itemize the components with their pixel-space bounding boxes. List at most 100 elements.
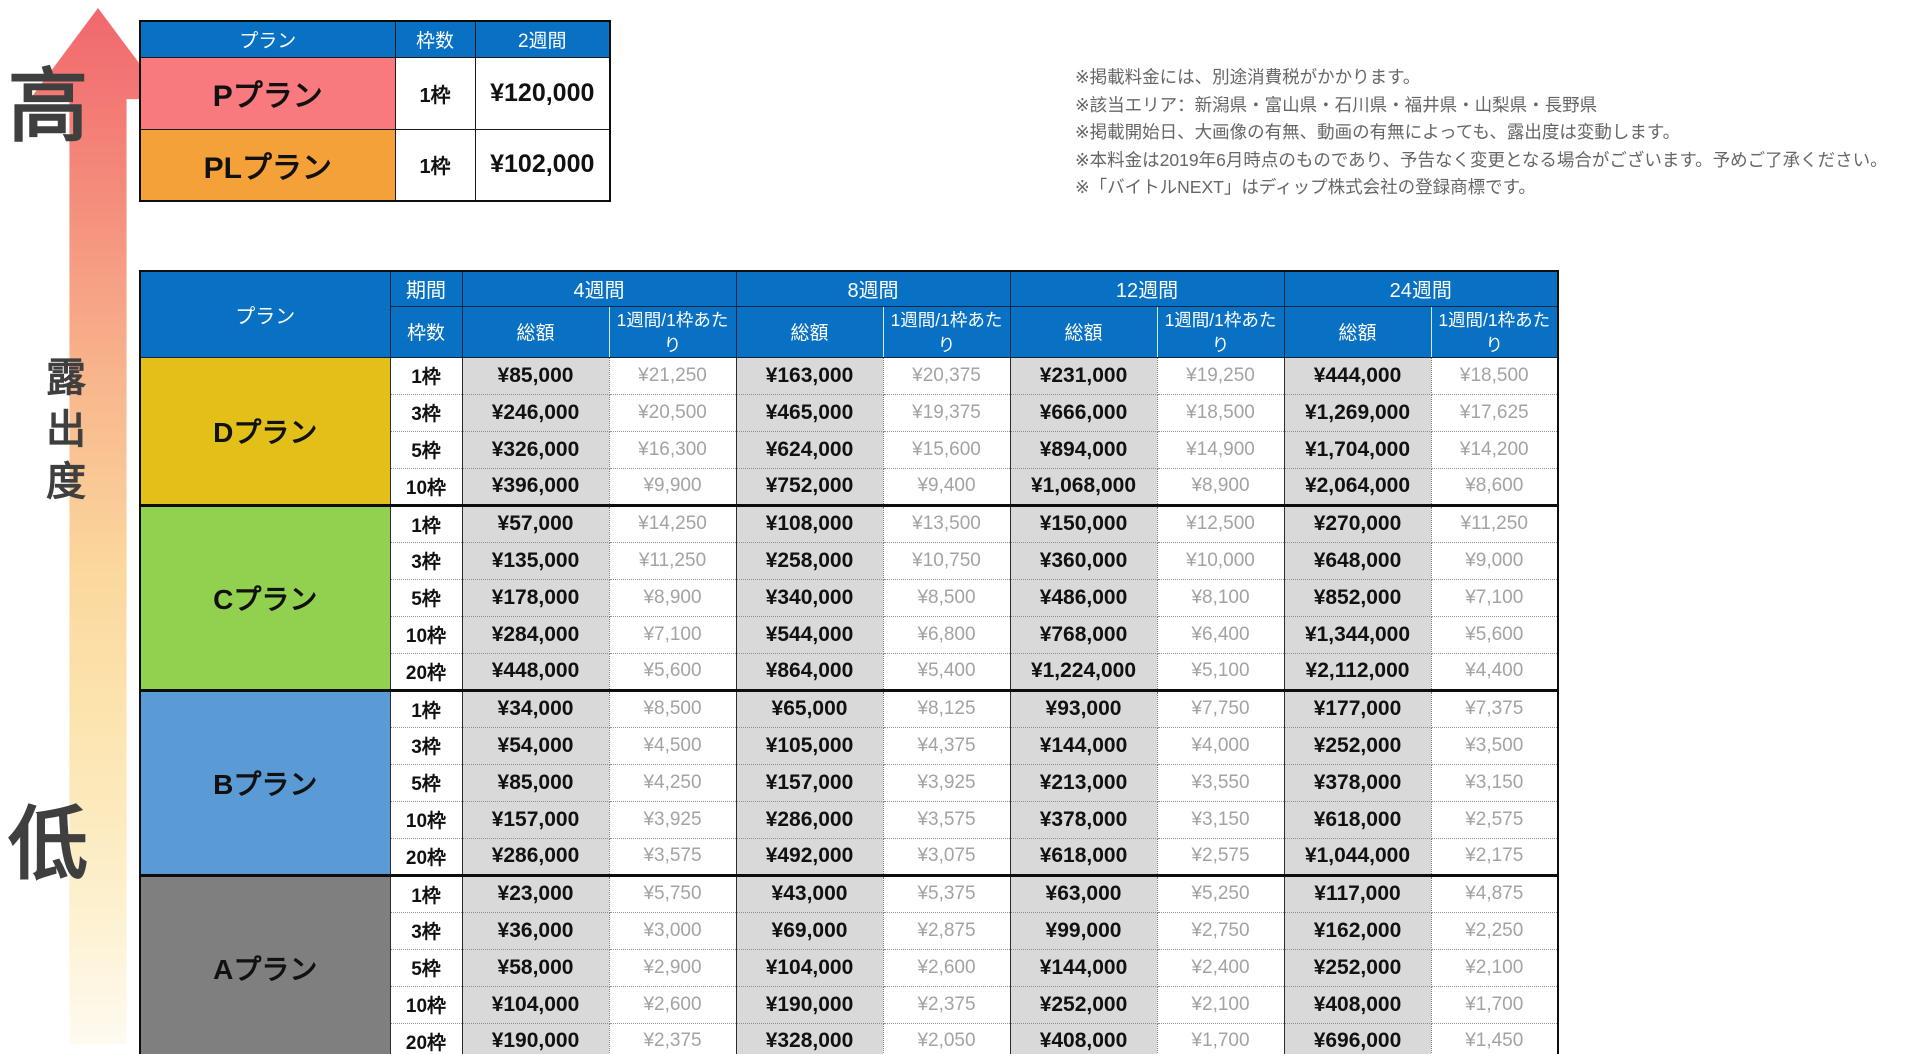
price-row: Dプラン 1枠 ¥85,000 ¥21,250 ¥163,000 ¥20,375 ¥231,… — [140, 357, 1559, 507]
per-week-price-cell: ¥2,375 — [883, 986, 1011, 1024]
price-row: 3枠 ¥246,000 ¥20,500 ¥465,000 ¥19,375 ¥666,000… — [140, 394, 1559, 432]
per-week-price-cell: ¥8,900 — [1157, 468, 1285, 507]
price-row: 20枠 ¥190,000 ¥2,375 ¥328,000 ¥2,050 ¥408,000 ¥… — [140, 1023, 1559, 1054]
per-week-price-cell: ¥3,925 — [609, 801, 737, 839]
slots-cell: 1枠 — [390, 505, 463, 543]
total-price-cell: ¥2,112,000 — [1284, 653, 1432, 692]
per-week-price-cell: ¥2,600 — [609, 986, 737, 1024]
slots-cell: 10枠 — [390, 986, 463, 1024]
total-price-cell: ¥544,000 — [736, 616, 884, 654]
total-price-cell: ¥396,000 — [462, 468, 610, 507]
per-week-price-cell: ¥8,500 — [609, 690, 737, 728]
total-price-cell: ¥408,000 — [1010, 1023, 1158, 1054]
total-price-cell: ¥1,224,000 — [1010, 653, 1158, 692]
total-price-cell: ¥150,000 — [1010, 505, 1158, 543]
total-price-cell: ¥108,000 — [736, 505, 884, 543]
per-week-price-cell: ¥2,250 — [1431, 912, 1559, 950]
premium-price-cell: ¥102,000 — [474, 128, 611, 202]
per-week-price-cell: ¥2,175 — [1431, 838, 1559, 877]
total-price-cell: ¥57,000 — [462, 505, 610, 543]
slots-cell: 20枠 — [390, 653, 463, 692]
per-week-column-header: 1週間/1枠あたり — [1156, 305, 1285, 358]
slots-header: 枠数 — [389, 305, 463, 358]
per-week-price-cell: ¥13,500 — [883, 505, 1011, 543]
slots-cell: 10枠 — [390, 801, 463, 839]
total-price-cell: ¥104,000 — [736, 949, 884, 987]
total-price-cell: ¥258,000 — [736, 542, 884, 580]
total-price-cell: ¥618,000 — [1284, 801, 1432, 839]
total-price-cell: ¥448,000 — [462, 653, 610, 692]
per-week-price-cell: ¥2,575 — [1431, 801, 1559, 839]
slots-cell: 1枠 — [390, 690, 463, 728]
total-price-cell: ¥213,000 — [1010, 764, 1158, 802]
note-line: ※掲載開始日、大画像の有無、動画の有無によっても、露出度は変動します。 — [1075, 122, 1681, 142]
total-column-header: 総額 — [1009, 305, 1158, 358]
total-price-cell: ¥284,000 — [462, 616, 610, 654]
per-week-price-cell: ¥20,375 — [883, 357, 1011, 395]
total-price-cell: ¥252,000 — [1284, 727, 1432, 765]
per-week-price-cell: ¥4,400 — [1431, 653, 1559, 692]
premium-table-row: Pプラン 1枠 ¥120,000 — [139, 56, 611, 130]
premium-plan-cell: Pプラン — [139, 56, 396, 130]
price-row: 20枠 ¥448,000 ¥5,600 ¥864,000 ¥5,400 ¥1,224,00… — [140, 653, 1559, 692]
total-price-cell: ¥326,000 — [462, 431, 610, 469]
slots-cell: 10枠 — [390, 616, 463, 654]
per-week-price-cell: ¥15,600 — [883, 431, 1011, 469]
slots-cell: 5枠 — [390, 431, 463, 469]
total-price-cell: ¥492,000 — [736, 838, 884, 877]
total-price-cell: ¥486,000 — [1010, 579, 1158, 617]
per-week-price-cell: ¥3,500 — [1431, 727, 1559, 765]
per-week-price-cell: ¥2,050 — [883, 1023, 1011, 1054]
per-week-price-cell: ¥5,600 — [609, 653, 737, 692]
per-week-price-cell: ¥19,250 — [1157, 357, 1285, 395]
note-line: ※該当エリア：新潟県・富山県・石川県・福井県・山梨県・長野県 — [1075, 94, 1598, 115]
per-week-price-cell: ¥9,400 — [883, 468, 1011, 507]
premium-slots-column-header: 枠数 — [394, 20, 476, 58]
per-week-price-cell: ¥17,625 — [1431, 394, 1559, 432]
slots-cell: 3枠 — [390, 394, 463, 432]
total-price-cell: ¥144,000 — [1010, 727, 1158, 765]
per-week-price-cell: ¥2,600 — [883, 949, 1011, 987]
per-week-price-cell: ¥8,600 — [1431, 468, 1559, 507]
period-group-header: 24週間 — [1283, 270, 1559, 307]
price-row: 20枠 ¥286,000 ¥3,575 ¥492,000 ¥3,075 ¥618,000 ¥… — [140, 838, 1559, 877]
per-week-column-header: 1週間/1枠あたり — [882, 305, 1011, 358]
per-week-price-cell: ¥4,500 — [609, 727, 737, 765]
price-row: 10枠 ¥396,000 ¥9,900 ¥752,000 ¥9,400 ¥1,068,00… — [140, 468, 1559, 507]
total-price-cell: ¥666,000 — [1010, 394, 1158, 432]
total-price-cell: ¥85,000 — [462, 357, 610, 395]
main-pricing-table: プラン 期間 4週間 8週間 12週間 24週間 枠数 総額 1週間/1枠あたり 総額 1週… — [139, 270, 1559, 1054]
price-row: 10枠 ¥104,000 ¥2,600 ¥190,000 ¥2,375 ¥252,000 ¥… — [140, 986, 1559, 1024]
slots-cell: 5枠 — [390, 949, 463, 987]
per-week-price-cell: ¥21,250 — [609, 357, 737, 395]
per-week-price-cell: ¥4,375 — [883, 727, 1011, 765]
note-line: ※掲載料金には、別途消費税がかかります。 — [1075, 67, 1421, 87]
per-week-price-cell: ¥3,000 — [609, 912, 737, 950]
per-week-price-cell: ¥5,400 — [883, 653, 1011, 692]
per-week-price-cell: ¥9,900 — [609, 468, 737, 507]
total-price-cell: ¥2,064,000 — [1284, 468, 1432, 507]
per-week-price-cell: ¥8,100 — [1157, 579, 1285, 617]
slots-cell: 5枠 — [390, 579, 463, 617]
total-price-cell: ¥328,000 — [736, 1023, 884, 1054]
total-price-cell: ¥894,000 — [1010, 431, 1158, 469]
total-price-cell: ¥178,000 — [462, 579, 610, 617]
per-week-price-cell: ¥10,000 — [1157, 542, 1285, 580]
per-week-price-cell: ¥3,150 — [1157, 801, 1285, 839]
period-group-header: 8週間 — [735, 270, 1011, 307]
axis-exposure-label: 露出度 — [40, 356, 84, 512]
notes-block: ※掲載料金には、別途消費税がかかります。 ※該当エリア：新潟県・富山県・石川県・福… — [1075, 64, 1888, 202]
per-week-price-cell: ¥1,700 — [1431, 986, 1559, 1024]
total-price-cell: ¥768,000 — [1010, 616, 1158, 654]
price-row: 5枠 ¥58,000 ¥2,900 ¥104,000 ¥2,600 ¥144,000 ¥2,… — [140, 949, 1559, 987]
total-price-cell: ¥252,000 — [1010, 986, 1158, 1024]
per-week-column-header: 1週間/1枠あたり — [1430, 305, 1559, 358]
per-week-price-cell: ¥4,250 — [609, 764, 737, 802]
premium-table-row: PLプラン 1枠 ¥102,000 — [139, 128, 611, 202]
total-price-cell: ¥105,000 — [736, 727, 884, 765]
total-price-cell: ¥23,000 — [462, 875, 610, 913]
total-price-cell: ¥360,000 — [1010, 542, 1158, 580]
total-price-cell: ¥1,344,000 — [1284, 616, 1432, 654]
total-price-cell: ¥157,000 — [462, 801, 610, 839]
per-week-price-cell: ¥3,575 — [609, 838, 737, 877]
